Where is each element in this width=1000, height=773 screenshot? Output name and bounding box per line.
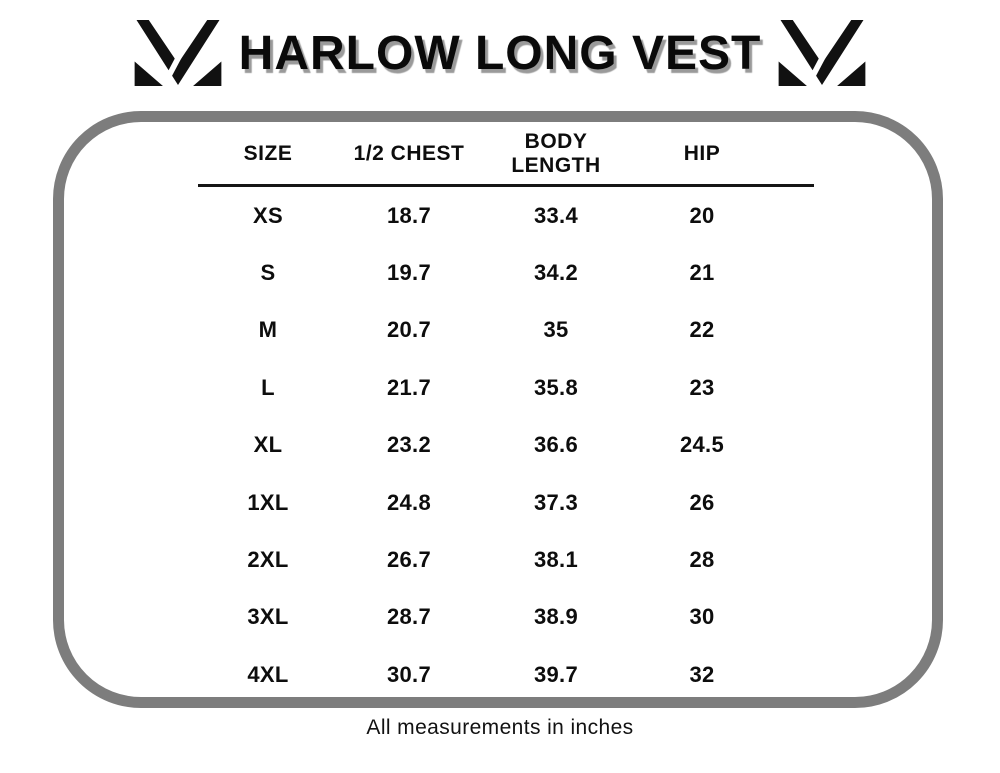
cell-body-length: 36.6 bbox=[533, 432, 579, 458]
cell-half-chest: 28.7 bbox=[386, 604, 432, 630]
table-row-1xl: 1XL 24.8 37.3 26 bbox=[198, 474, 814, 531]
cell-hip: 20 bbox=[689, 202, 715, 228]
column-header-size: SIZE bbox=[243, 141, 293, 165]
table-row-3xl: 3XL 28.7 38.9 30 bbox=[198, 589, 814, 646]
cell-size: M bbox=[258, 317, 278, 343]
table-row-m: M 20.7 35 22 bbox=[198, 302, 814, 359]
table-row-xl: XL 23.2 36.6 24.5 bbox=[198, 417, 814, 474]
cell-size: L bbox=[261, 374, 275, 400]
cell-half-chest: 19.7 bbox=[386, 260, 432, 286]
cell-half-chest: 30.7 bbox=[386, 661, 432, 687]
table-body: XS 18.7 33.4 20 S 19.7 34.2 21 M 20.7 35… bbox=[198, 187, 814, 704]
table-row-l: L 21.7 35.8 23 bbox=[198, 359, 814, 416]
cell-hip: 26 bbox=[689, 489, 715, 515]
cell-size: 1XL bbox=[247, 489, 289, 515]
table-header-row: SIZE 1/2 CHEST BODY LENGTH HIP bbox=[198, 124, 814, 184]
brand-m-logo-icon bbox=[134, 20, 222, 86]
cell-half-chest: 26.7 bbox=[386, 547, 432, 573]
column-header-body-length: BODY LENGTH bbox=[511, 129, 601, 177]
cell-body-length: 38.1 bbox=[533, 547, 579, 573]
cell-half-chest: 24.8 bbox=[386, 489, 432, 515]
cell-size: XL bbox=[253, 432, 283, 458]
cell-body-length: 35 bbox=[543, 317, 569, 343]
cell-size: 2XL bbox=[247, 547, 289, 573]
cell-body-length: 38.9 bbox=[533, 604, 579, 630]
cell-size: 3XL bbox=[247, 604, 289, 630]
cell-body-length: 39.7 bbox=[533, 661, 579, 687]
page-title: HARLOW LONG VEST bbox=[238, 26, 762, 80]
size-chart-table: SIZE 1/2 CHEST BODY LENGTH HIP bbox=[198, 124, 814, 184]
brand-m-logo-icon bbox=[778, 20, 866, 86]
table-row-s: S 19.7 34.2 21 bbox=[198, 244, 814, 301]
cell-hip: 24.5 bbox=[679, 432, 725, 458]
cell-half-chest: 20.7 bbox=[386, 317, 432, 343]
column-header-half-chest: 1/2 CHEST bbox=[353, 141, 465, 165]
measurements-note: All measurements in inches bbox=[366, 716, 634, 739]
table-row-xs: XS 18.7 33.4 20 bbox=[198, 187, 814, 244]
cell-size: S bbox=[260, 260, 276, 286]
column-header-hip: HIP bbox=[683, 141, 721, 165]
rounded-frame bbox=[53, 111, 943, 708]
cell-hip: 30 bbox=[689, 604, 715, 630]
cell-half-chest: 18.7 bbox=[386, 202, 432, 228]
cell-hip: 32 bbox=[689, 661, 715, 687]
cell-hip: 21 bbox=[689, 260, 715, 286]
cell-hip: 23 bbox=[689, 374, 715, 400]
cell-half-chest: 21.7 bbox=[386, 374, 432, 400]
cell-body-length: 34.2 bbox=[533, 260, 579, 286]
cell-hip: 22 bbox=[689, 317, 715, 343]
table-row-2xl: 2XL 26.7 38.1 28 bbox=[198, 531, 814, 588]
cell-hip: 28 bbox=[689, 547, 715, 573]
cell-body-length: 35.8 bbox=[533, 374, 579, 400]
cell-body-length: 33.4 bbox=[533, 202, 579, 228]
cell-size: XS bbox=[253, 202, 283, 228]
table-row-4xl: 4XL 30.7 39.7 32 bbox=[198, 646, 814, 703]
header: HARLOW LONG VEST bbox=[0, 14, 1000, 92]
cell-half-chest: 23.2 bbox=[386, 432, 432, 458]
cell-body-length: 37.3 bbox=[533, 489, 579, 515]
cell-size: 4XL bbox=[247, 661, 289, 687]
header-underline bbox=[198, 184, 814, 187]
